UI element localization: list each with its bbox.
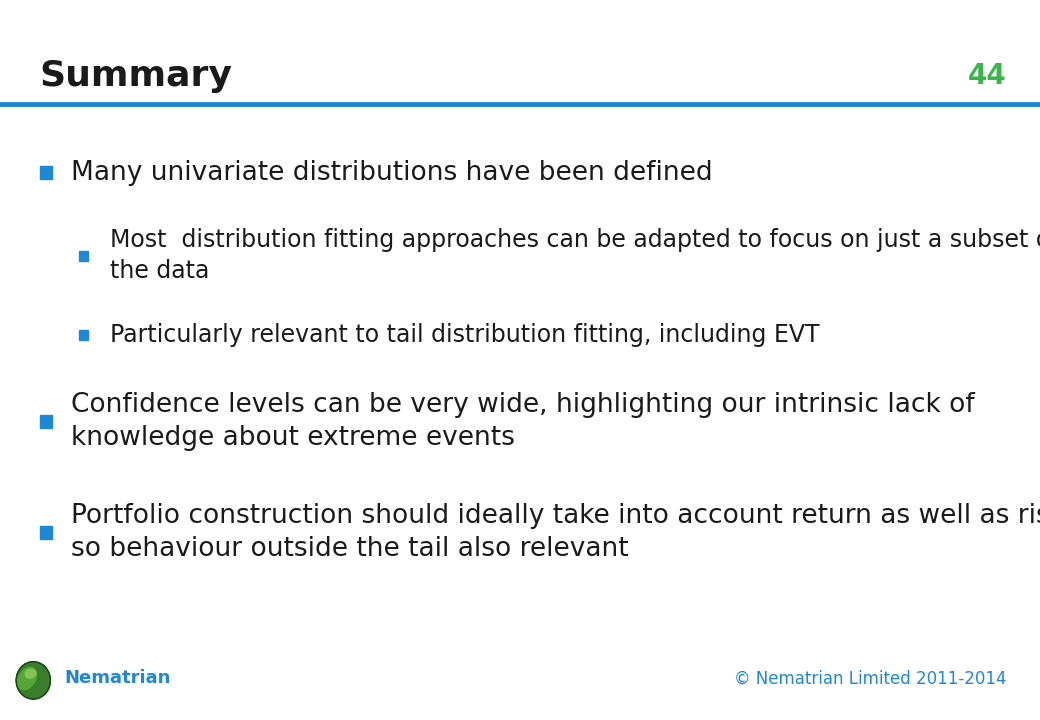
- Text: Many univariate distributions have been defined: Many univariate distributions have been …: [71, 160, 712, 186]
- Bar: [79, 330, 88, 340]
- Text: Nematrian: Nematrian: [64, 670, 171, 687]
- Bar: [40, 415, 52, 428]
- Text: Portfolio construction should ideally take into account return as well as risk,
: Portfolio construction should ideally ta…: [71, 503, 1040, 562]
- Text: 44: 44: [968, 62, 1007, 89]
- Bar: [40, 166, 52, 179]
- Ellipse shape: [17, 667, 37, 690]
- Text: Particularly relevant to tail distribution fitting, including EVT: Particularly relevant to tail distributi…: [110, 323, 820, 347]
- Bar: [79, 251, 88, 261]
- Ellipse shape: [25, 668, 36, 679]
- Bar: [40, 526, 52, 539]
- Ellipse shape: [17, 662, 50, 699]
- Text: Most  distribution fitting approaches can be adapted to focus on just a subset o: Most distribution fitting approaches can…: [110, 228, 1040, 283]
- Text: © Nematrian Limited 2011-2014: © Nematrian Limited 2011-2014: [734, 670, 1007, 687]
- Text: Summary: Summary: [40, 58, 232, 93]
- Text: Confidence levels can be very wide, highlighting our intrinsic lack of
knowledge: Confidence levels can be very wide, high…: [71, 392, 974, 451]
